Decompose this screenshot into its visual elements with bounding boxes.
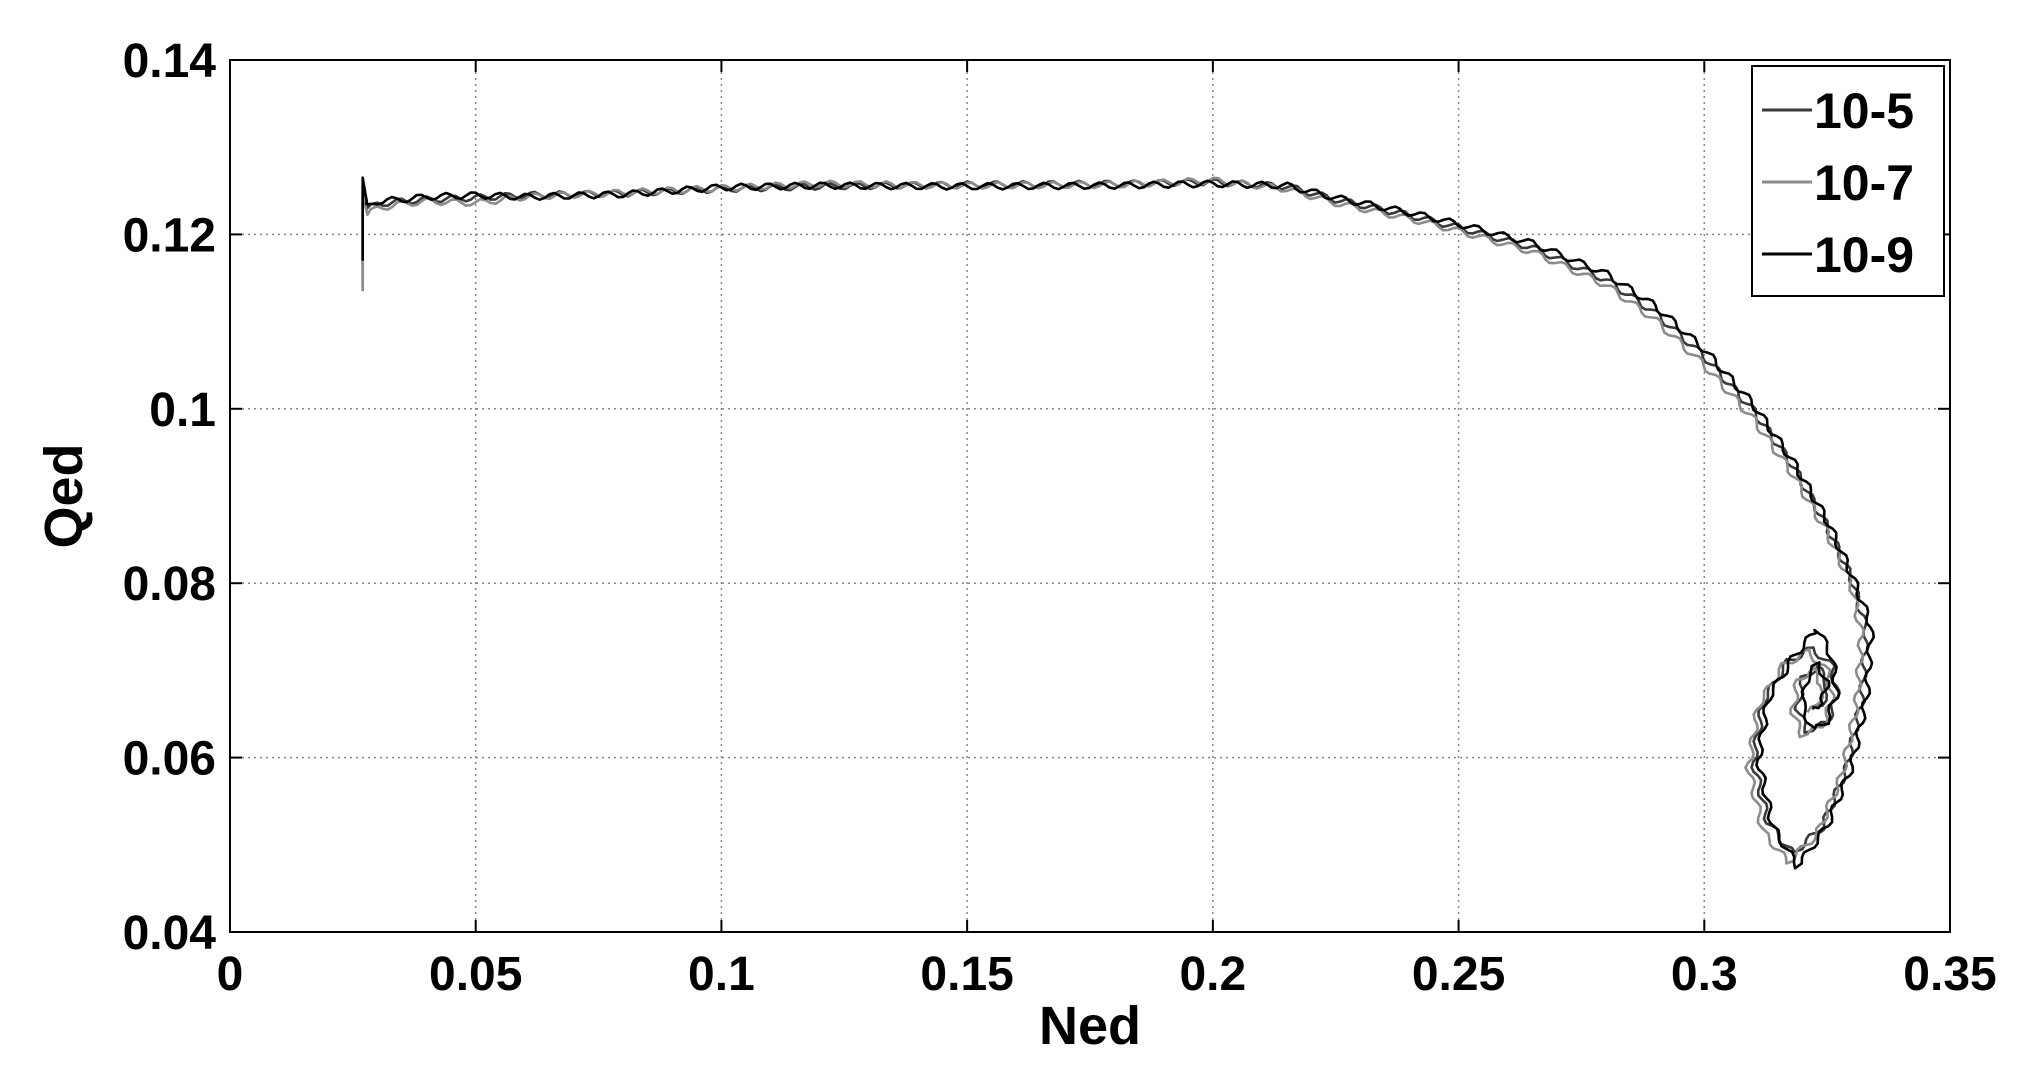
y-tick-label: 0.04 — [123, 907, 217, 960]
x-tick-label: 0.1 — [688, 948, 755, 1001]
x-tick-label: 0.15 — [920, 948, 1013, 1001]
y-tick-label: 0.06 — [123, 733, 216, 786]
y-tick-label: 0.12 — [123, 209, 216, 262]
grid — [230, 60, 1950, 932]
axis-ticks: 0 0.05 0.1 0.15 0.2 0.25 0.3 0.35 0.04 0.06 0.08 0.… — [123, 35, 1997, 1001]
plot-frame — [229, 59, 1951, 933]
x-tick-label: 0.3 — [1671, 948, 1738, 1001]
x-tick-label: 0.35 — [1903, 948, 1996, 1001]
y-tick-label: 0.14 — [123, 35, 217, 88]
x-tick-label: 0.25 — [1412, 948, 1505, 1001]
series-line-2 — [361, 176, 1865, 865]
legend-label: 10-5 — [1814, 83, 1914, 139]
legend-label: 10-9 — [1814, 227, 1914, 283]
legend-items: 10-5 10-7 10-9 — [1762, 83, 1914, 283]
x-axis-label: Ned — [1039, 996, 1141, 1056]
x-tick-label: 0.2 — [1179, 948, 1246, 1001]
y-tick-label: 0.1 — [149, 384, 216, 437]
legend: 10-5 10-7 10-9 — [1751, 65, 1945, 297]
x-tick-label: 0.05 — [429, 948, 522, 1001]
y-tick-label: 0.08 — [123, 558, 216, 611]
series-lines — [361, 176, 1875, 870]
legend-label: 10-7 — [1814, 155, 1914, 211]
x-tick-label: 0 — [217, 948, 244, 1001]
series-line-1 — [361, 177, 1870, 854]
y-axis-label: Qed — [34, 443, 94, 548]
series-line-3 — [361, 176, 1875, 870]
